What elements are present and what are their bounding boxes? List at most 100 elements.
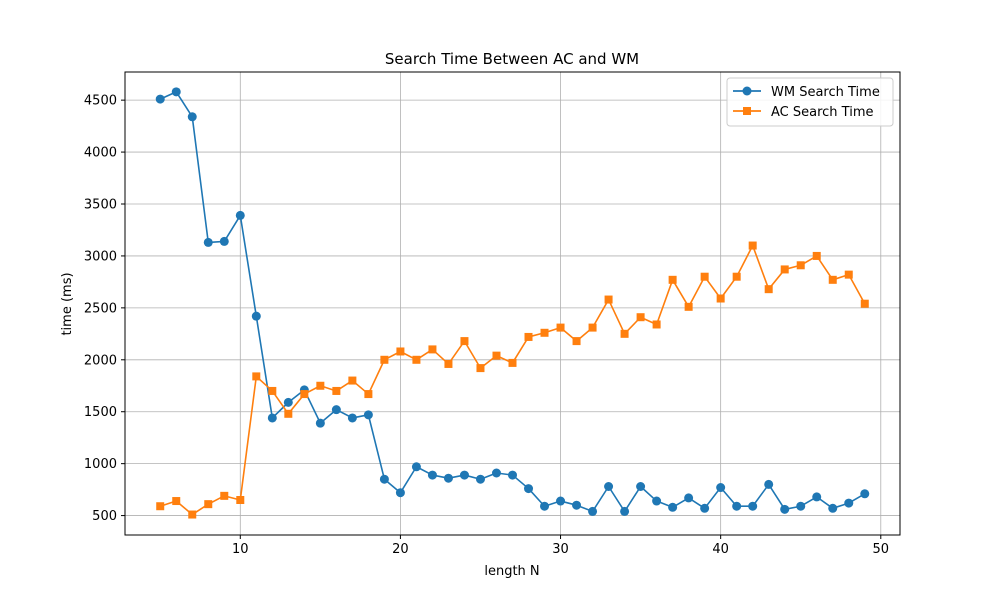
data-point-wm bbox=[475, 474, 485, 484]
x-tick-label: 40 bbox=[712, 542, 729, 557]
data-point-ac bbox=[188, 510, 197, 519]
data-point-wm bbox=[812, 492, 822, 502]
data-point-wm bbox=[443, 473, 453, 483]
y-tick-label: 2500 bbox=[84, 301, 117, 316]
y-tick-label: 4000 bbox=[84, 146, 117, 161]
ticks: 10 20 30 40 50 500 1000 1500 2000 2500 3000 3500 400… bbox=[84, 94, 889, 557]
data-point-wm bbox=[331, 405, 341, 415]
data-point-ac bbox=[684, 302, 693, 311]
y-tick-label: 1000 bbox=[84, 457, 117, 472]
data-point-wm bbox=[844, 498, 854, 508]
data-point-wm bbox=[219, 236, 229, 246]
data-point-wm bbox=[604, 481, 614, 491]
data-point-ac bbox=[700, 272, 709, 281]
data-point-wm bbox=[780, 504, 790, 514]
data-point-wm bbox=[347, 413, 357, 423]
data-point-ac bbox=[236, 495, 245, 504]
data-point-wm bbox=[540, 501, 550, 511]
data-point-wm bbox=[748, 501, 758, 511]
data-point-ac bbox=[812, 251, 821, 260]
data-point-wm bbox=[588, 506, 598, 516]
data-point-wm bbox=[652, 496, 662, 506]
y-tick-label: 1500 bbox=[84, 405, 117, 420]
plot-frame bbox=[124, 71, 901, 536]
data-point-wm bbox=[636, 481, 646, 491]
data-point-ac bbox=[364, 390, 373, 399]
data-point-ac bbox=[796, 261, 805, 270]
y-axis-label: time (ms) bbox=[60, 272, 75, 335]
data-point-ac bbox=[428, 345, 437, 354]
data-point-wm bbox=[860, 489, 870, 499]
data-point-ac bbox=[316, 381, 325, 390]
data-point-ac bbox=[268, 386, 277, 395]
data-point-ac bbox=[652, 320, 661, 329]
y-tick-label: 500 bbox=[92, 509, 117, 524]
data-point-wm bbox=[524, 484, 534, 494]
data-point-ac bbox=[300, 390, 309, 399]
data-point-ac bbox=[252, 372, 261, 381]
data-point-ac bbox=[636, 313, 645, 322]
data-point-wm bbox=[363, 410, 373, 420]
data-point-ac bbox=[572, 337, 581, 346]
data-point-ac bbox=[508, 358, 517, 367]
data-point-ac bbox=[668, 275, 677, 284]
data-point-wm bbox=[668, 502, 678, 512]
data-point-ac bbox=[380, 355, 389, 364]
data-point-wm bbox=[155, 94, 165, 104]
data-point-ac bbox=[156, 502, 165, 511]
data-point-ac bbox=[732, 272, 741, 281]
series-layer bbox=[155, 87, 870, 519]
data-point-ac bbox=[476, 364, 485, 373]
data-point-ac bbox=[828, 275, 837, 284]
data-point-wm bbox=[251, 311, 261, 321]
data-point-wm bbox=[796, 501, 806, 511]
data-point-wm bbox=[459, 470, 469, 480]
data-point-ac bbox=[460, 337, 469, 346]
x-tick-label: 20 bbox=[392, 542, 409, 557]
legend-label-ac: AC Search Time bbox=[771, 105, 873, 120]
data-point-wm bbox=[764, 479, 774, 489]
y-tick-label: 2000 bbox=[84, 353, 117, 368]
data-point-ac bbox=[172, 497, 181, 506]
y-tick-label: 3000 bbox=[84, 249, 117, 264]
data-point-ac bbox=[220, 491, 229, 500]
data-point-ac bbox=[604, 295, 613, 304]
data-point-ac bbox=[860, 299, 869, 308]
data-point-wm bbox=[187, 112, 197, 122]
data-point-wm bbox=[491, 468, 501, 478]
data-point-wm bbox=[395, 488, 405, 498]
data-point-ac bbox=[412, 355, 421, 364]
x-tick-label: 30 bbox=[552, 542, 569, 557]
data-point-ac bbox=[492, 351, 501, 360]
data-point-wm bbox=[828, 503, 838, 513]
data-point-ac bbox=[348, 376, 357, 385]
data-point-wm bbox=[379, 474, 389, 484]
legend-box bbox=[726, 77, 894, 127]
legend-marker-wm bbox=[742, 86, 752, 96]
data-point-wm bbox=[411, 462, 421, 472]
x-tick-label: 10 bbox=[232, 542, 249, 557]
data-point-wm bbox=[700, 503, 710, 513]
data-point-wm bbox=[427, 470, 437, 480]
data-point-ac bbox=[844, 270, 853, 279]
x-axis-label: length N bbox=[484, 564, 539, 579]
data-point-wm bbox=[315, 418, 325, 428]
data-point-ac bbox=[588, 323, 597, 332]
data-point-ac bbox=[556, 323, 565, 332]
data-point-ac bbox=[540, 328, 549, 337]
legend: WM Search Time AC Search Time bbox=[726, 77, 894, 127]
data-point-wm bbox=[684, 493, 694, 503]
data-point-wm bbox=[267, 413, 277, 423]
data-point-ac bbox=[716, 294, 725, 303]
x-tick-label: 50 bbox=[873, 542, 890, 557]
data-point-wm bbox=[572, 500, 582, 510]
data-point-ac bbox=[524, 332, 533, 341]
data-point-ac bbox=[620, 329, 629, 338]
data-point-wm bbox=[716, 483, 726, 493]
data-point-ac bbox=[332, 386, 341, 395]
legend-label-wm: WM Search Time bbox=[771, 85, 880, 100]
data-point-ac bbox=[284, 409, 293, 418]
data-point-ac bbox=[204, 500, 213, 509]
y-tick-label: 3500 bbox=[84, 198, 117, 213]
data-point-wm bbox=[283, 397, 293, 407]
